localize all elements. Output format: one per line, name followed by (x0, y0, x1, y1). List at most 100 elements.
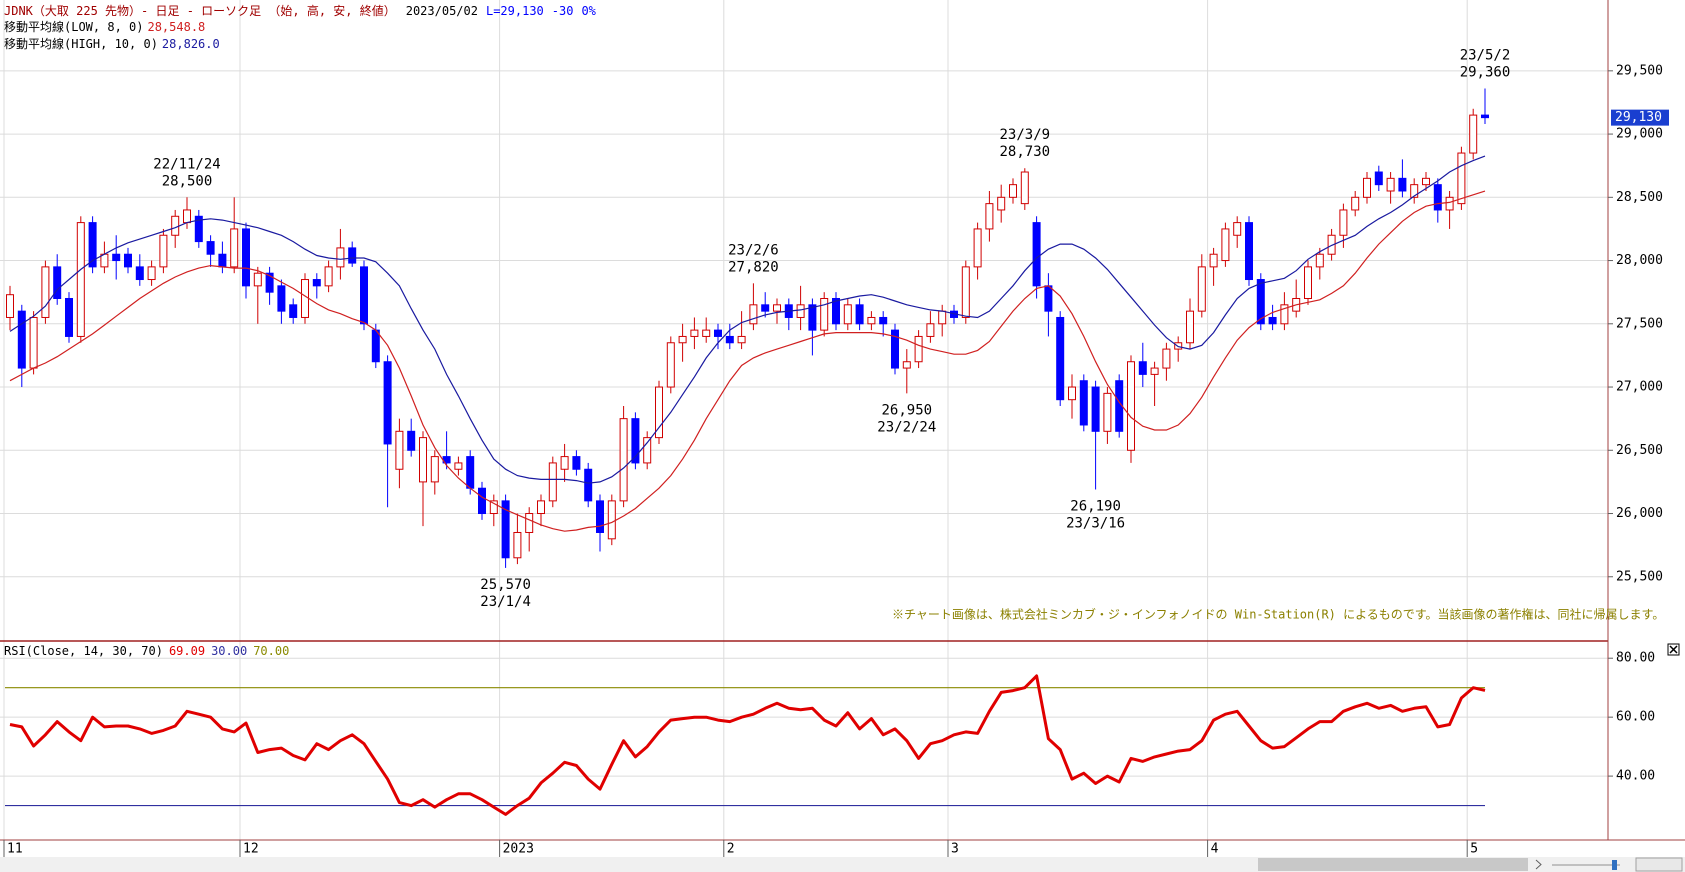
candle-body (1056, 316, 1065, 401)
close-icon[interactable] (1669, 645, 1678, 654)
candle-body (666, 342, 675, 388)
zoom-handle[interactable] (1612, 860, 1617, 870)
candle-body (749, 304, 758, 325)
last-price-tag (1611, 109, 1669, 126)
candle-body (938, 310, 947, 325)
candle-body (548, 462, 557, 502)
y-tick-label: 28,500 (1616, 190, 1663, 205)
candle-body (855, 304, 864, 325)
annotation-price: 26,950 (882, 402, 933, 418)
candle-body (643, 437, 652, 464)
candle-body (832, 297, 840, 325)
candle-body (1044, 285, 1053, 312)
copyright-note: ※チャート画像は、株式会社ミンカブ・ジ・インフォノイドの Win-Station… (892, 607, 1664, 622)
candle-body (997, 196, 1006, 211)
candle-body (147, 266, 156, 281)
candle-body (348, 247, 357, 264)
candle-body (76, 222, 85, 337)
header-date: 2023/05/02 (406, 4, 478, 18)
rsi-line (9, 674, 1486, 816)
candle-body (690, 329, 699, 337)
x-tick-label: 11 (7, 842, 23, 857)
candle-body (312, 279, 321, 287)
candle-body (1422, 177, 1430, 186)
candle-body (820, 297, 829, 331)
candle-body (289, 304, 298, 318)
candle-body (631, 418, 640, 464)
y-tick-label: 25,500 (1616, 569, 1663, 584)
scrollbar[interactable] (0, 857, 1685, 872)
marks: 25,500 26,000 26,500 27,000 27,500 28,000 28,5… (3, 19, 1669, 857)
y-tick-label: 29,000 (1616, 127, 1663, 142)
candle-body (501, 500, 510, 559)
candle-body (1374, 171, 1383, 186)
candle-body (1386, 177, 1395, 192)
candle-body (430, 456, 439, 483)
candle-body (230, 228, 239, 268)
candle-body (1457, 152, 1466, 205)
candle-body (985, 203, 994, 230)
x-tick-label: 12 (243, 842, 259, 857)
legend-entry: 移動平均線(LOW, 8, 0) 28,548.8 (4, 19, 205, 34)
candle-body (1068, 386, 1076, 401)
candle-body (1127, 361, 1135, 451)
legend-name: 移動平均線(HIGH, 10, 0) (4, 36, 158, 51)
candle-body (466, 456, 475, 489)
legend-name: 移動平均線(LOW, 8, 0) (4, 19, 143, 34)
y-tick-label: 60.00 (1616, 710, 1655, 725)
candle-body (1103, 392, 1112, 432)
rsi-header: RSI(Close, 14, 30, 70) 69.09 30.00 70.00 (4, 644, 289, 658)
annotation-date: 22/11/24 (153, 156, 220, 172)
header-change: -30 (552, 4, 574, 18)
candle-body (1020, 171, 1029, 205)
candle-body (1398, 177, 1407, 192)
candle-body (808, 304, 817, 331)
legend-value: 28,548.8 (147, 20, 205, 34)
annotation-price: 29,360 (1460, 65, 1511, 81)
candle-body (53, 266, 62, 299)
candle-body (112, 253, 121, 262)
zoom-buttons[interactable] (1635, 857, 1683, 872)
candle-body (961, 266, 970, 318)
annotation-date: 23/3/9 (1000, 127, 1051, 143)
annotation-date: 23/1/4 (480, 594, 531, 610)
candle-body (1150, 367, 1159, 375)
candle-body (513, 531, 522, 559)
candle-body (1280, 304, 1289, 325)
scroll-arrow[interactable] (1535, 859, 1542, 870)
candle-body (607, 500, 616, 540)
candle-body (737, 335, 746, 344)
candle-body (572, 456, 581, 470)
candle-body (277, 285, 286, 312)
y-tick-label: 29,500 (1616, 63, 1663, 78)
candle-body (1351, 196, 1360, 211)
header-last: L=29,130 (486, 4, 544, 18)
candle-body (336, 247, 345, 268)
candle-body (301, 279, 309, 318)
candle-body (6, 294, 14, 318)
x-tick-label: 3 (951, 842, 959, 857)
grid (0, 0, 1608, 840)
candle-body (1268, 316, 1277, 325)
y-tick-label: 27,000 (1616, 380, 1663, 395)
candle-body (702, 329, 711, 337)
moving-average-line (9, 155, 1486, 484)
candle-body (489, 500, 498, 515)
close-button[interactable] (1667, 643, 1680, 656)
candle-body (41, 266, 50, 318)
candle-body (879, 316, 888, 325)
candle-body (902, 361, 911, 369)
annotation-price: 28,500 (162, 173, 213, 189)
candle-body (159, 234, 168, 268)
rsi-ref-label: 70.00 (253, 644, 289, 658)
candle-body (619, 418, 628, 502)
candle-body (773, 304, 781, 312)
annotation-price: 26,190 (1070, 498, 1121, 514)
legend-value: 28,826.0 (162, 37, 220, 51)
moving-average-line (9, 190, 1486, 532)
candle-body (395, 430, 404, 470)
scroll-thumb[interactable] (1258, 858, 1528, 871)
candle-body (584, 468, 593, 502)
